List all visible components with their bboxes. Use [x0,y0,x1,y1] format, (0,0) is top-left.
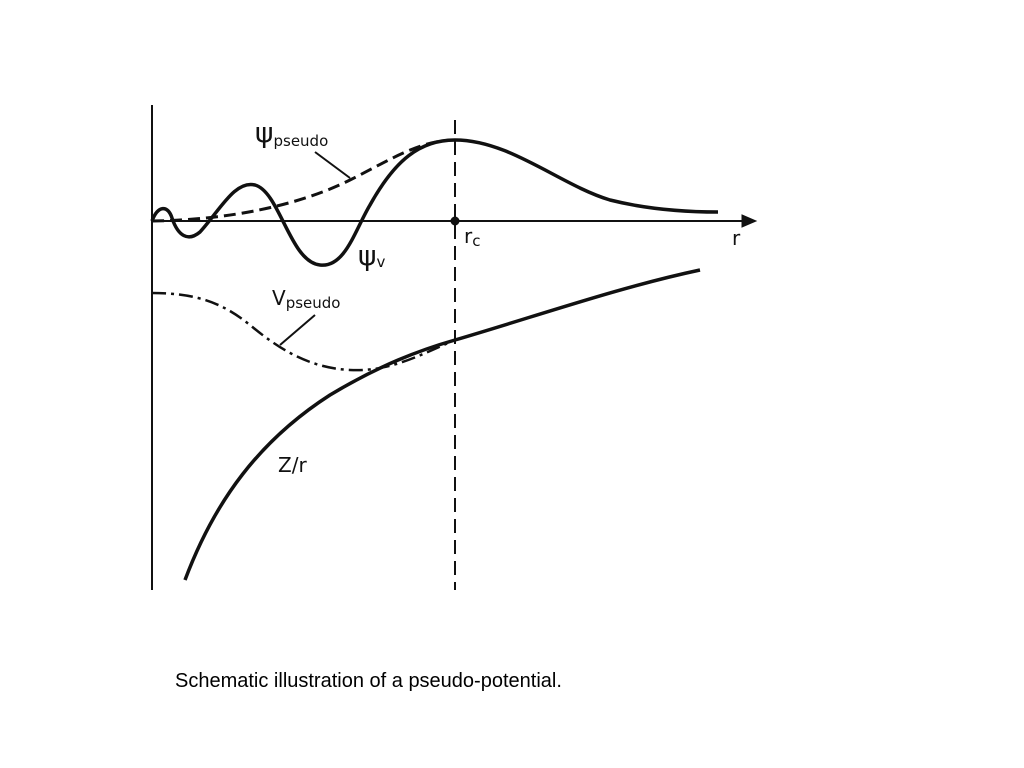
symbol: ψ [358,239,376,272]
z-over-r-curve [183,268,701,581]
psi-v-curve [150,138,719,267]
r-axis-label: r [732,226,741,250]
caption: Schematic illustration of a pseudo-poten… [175,670,562,692]
pointer [314,151,351,179]
psi-v-label: ψv [358,239,385,272]
cutoff-dot [450,216,460,226]
symbol: r [464,224,473,248]
subscript: pseudo [286,294,341,312]
symbol: ψ [255,116,273,149]
symbol: V [272,286,286,310]
subscript: v [376,253,385,271]
v-pseudo-label: Vpseudo [272,286,340,312]
subscript: pseudo [273,132,328,150]
subscript: c [472,232,480,250]
axis-arrow [741,214,758,228]
pointer [279,314,316,346]
psi-pseudo-curve [151,138,456,223]
psi-pseudo-label: ψpseudo [255,116,328,150]
r-c-label: rc [464,224,480,250]
v-pseudo-curve [151,291,456,372]
diagram [150,105,758,590]
z-over-r-label: Z/r [278,453,307,477]
